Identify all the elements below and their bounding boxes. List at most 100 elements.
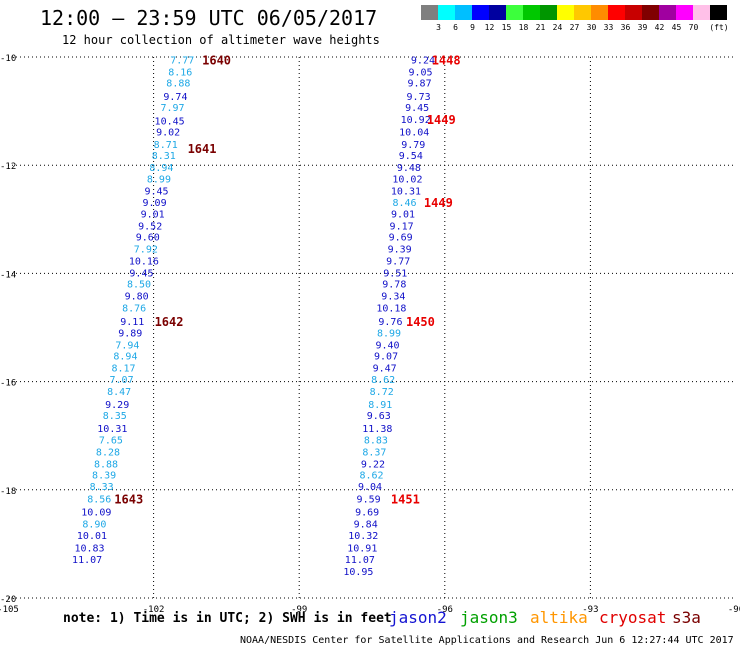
wave-height-value: 9.69 bbox=[355, 507, 379, 518]
wave-height-value: 9.22 bbox=[361, 459, 385, 470]
wave-height-value: 7.07 bbox=[110, 375, 134, 386]
wave-height-value: 9.74 bbox=[163, 92, 187, 103]
legend-label: 42 bbox=[654, 23, 665, 32]
wave-height-value: 9.04 bbox=[358, 482, 382, 493]
wave-height-value: 8.46 bbox=[392, 198, 416, 209]
lat-tick-label: -18 bbox=[0, 487, 16, 497]
wave-height-value: 8.31 bbox=[152, 151, 176, 162]
legend-swatch bbox=[591, 5, 608, 20]
legend-swatch bbox=[642, 5, 659, 20]
wave-height-value: 9.01 bbox=[391, 209, 415, 220]
lat-tick-label: -12 bbox=[0, 162, 16, 172]
legend-swatch bbox=[659, 5, 676, 20]
wave-height-value: 8.88 bbox=[94, 459, 118, 470]
legend-label: 39 bbox=[637, 23, 648, 32]
lon-tick-label: -96 bbox=[437, 605, 453, 615]
wave-height-value: 9.45 bbox=[405, 103, 429, 114]
pass-time-label: 1641 bbox=[188, 142, 217, 156]
legend-swatch bbox=[557, 5, 574, 20]
wave-height-labels: 7.778.168.889.747.9710.459.028.718.318.9… bbox=[72, 54, 461, 578]
wave-height-value: 9.78 bbox=[382, 280, 406, 291]
legend-swatch bbox=[438, 5, 455, 20]
pass-time-label: 1640 bbox=[202, 54, 231, 68]
lat-tick-label: -20 bbox=[0, 595, 16, 605]
wave-height-value: 7.94 bbox=[115, 340, 139, 351]
legend-swatch bbox=[625, 5, 642, 20]
legend-swatch bbox=[489, 5, 506, 20]
wave-height-value: 8.94 bbox=[149, 163, 173, 174]
legend-label: 15 bbox=[501, 23, 512, 32]
satellite-s3a: s3a bbox=[672, 608, 701, 627]
legend-swatch bbox=[455, 5, 472, 20]
legend-swatch bbox=[574, 5, 591, 20]
wave-height-value: 8.91 bbox=[368, 400, 392, 411]
wave-height-value: 9.07 bbox=[374, 352, 398, 363]
wave-height-value: 8.47 bbox=[107, 387, 131, 398]
wave-height-value: 8.99 bbox=[147, 175, 171, 186]
legend-label: 9 bbox=[470, 23, 475, 32]
wave-height-value: 9.40 bbox=[375, 340, 399, 351]
wave-height-value: 9.59 bbox=[357, 494, 381, 505]
wave-height-value: 9.69 bbox=[389, 233, 413, 244]
wave-height-value: 8.62 bbox=[359, 471, 383, 482]
legend-label: 21 bbox=[535, 23, 546, 32]
wave-height-value: 8.56 bbox=[87, 494, 111, 505]
satellite-altika: altika bbox=[530, 608, 588, 627]
wave-height-value: 9.17 bbox=[390, 221, 414, 232]
wave-height-value: 8.17 bbox=[111, 364, 135, 375]
legend-label: 33 bbox=[603, 23, 614, 32]
page-title: 12:00 — 23:59 UTC 06/05/2017 bbox=[40, 6, 378, 30]
wave-height-value: 9.01 bbox=[141, 209, 165, 220]
wave-height-value: 10.31 bbox=[97, 424, 127, 435]
wave-height-value: 8.90 bbox=[82, 519, 106, 530]
wave-height-value: 11.38 bbox=[362, 424, 392, 435]
wave-height-value: 9.05 bbox=[408, 68, 432, 79]
wave-height-value: 9.02 bbox=[156, 128, 180, 139]
wave-height-value: 9.60 bbox=[136, 233, 160, 244]
wave-height-value: 10.09 bbox=[81, 507, 111, 518]
wave-height-value: 10.04 bbox=[399, 128, 429, 139]
legend-label: 27 bbox=[569, 23, 580, 32]
page-subtitle: 12 hour collection of altimeter wave hei… bbox=[62, 33, 380, 47]
wave-height-value: 9.48 bbox=[397, 163, 421, 174]
wave-height-value: 9.11 bbox=[120, 317, 144, 328]
wave-height-value: 10.01 bbox=[77, 531, 107, 542]
wave-height-value: 8.33 bbox=[90, 482, 114, 493]
wave-height-value: 9.73 bbox=[407, 92, 431, 103]
satellite-jason2: jason2 bbox=[389, 608, 447, 627]
legend-label: 18 bbox=[518, 23, 529, 32]
legend-label: 6 bbox=[453, 23, 458, 32]
wave-height-value: 11.07 bbox=[345, 555, 375, 566]
wave-height-value: 10.18 bbox=[376, 303, 406, 314]
wave-height-value: 9.80 bbox=[125, 292, 149, 303]
wave-height-value: 9.29 bbox=[105, 400, 129, 411]
wave-height-value: 10.95 bbox=[343, 567, 373, 578]
wave-height-value: 9.63 bbox=[367, 411, 391, 422]
wave-height-value: 8.16 bbox=[168, 68, 192, 79]
wave-height-value: 10.16 bbox=[129, 256, 159, 267]
wave-height-value: 8.72 bbox=[370, 387, 394, 398]
wave-height-value: 10.92 bbox=[401, 115, 431, 126]
satellite-cryosat: cryosat bbox=[599, 608, 667, 627]
lon-tick-label: -102 bbox=[143, 605, 165, 615]
pass-time-label: 1451 bbox=[391, 492, 420, 506]
wave-height-value: 8.94 bbox=[113, 352, 137, 363]
wave-height-value: 8.62 bbox=[371, 375, 395, 386]
wave-height-value: 8.83 bbox=[364, 435, 388, 446]
wave-height-value: 9.47 bbox=[373, 364, 397, 375]
pass-time-label: 1642 bbox=[155, 315, 184, 329]
wave-height-value: 9.45 bbox=[129, 268, 153, 279]
wave-height-value: 8.88 bbox=[166, 78, 190, 89]
wave-height-value: 10.32 bbox=[348, 531, 378, 542]
legend-label: 24 bbox=[552, 23, 563, 32]
wave-height-value: 7.77 bbox=[170, 56, 194, 67]
wave-height-value: 9.24 bbox=[411, 56, 435, 67]
wave-height-value: 10.83 bbox=[74, 544, 104, 555]
pass-time-label: 1643 bbox=[114, 492, 143, 506]
wave-height-value: 8.76 bbox=[122, 303, 146, 314]
wave-height-value: 7.97 bbox=[160, 103, 184, 114]
legend-unit: (ft) bbox=[709, 23, 729, 32]
legend-label: 70 bbox=[688, 23, 699, 32]
wave-height-value: 9.39 bbox=[388, 245, 412, 256]
legend-label: 30 bbox=[586, 23, 597, 32]
